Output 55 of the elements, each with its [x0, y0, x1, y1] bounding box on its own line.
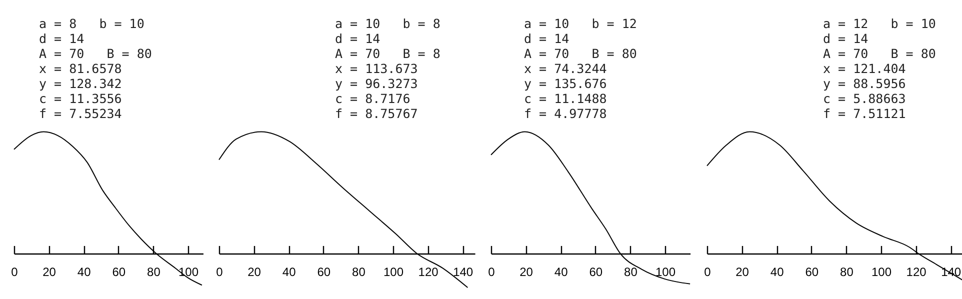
text: a = 8 b = 10 — [39, 16, 144, 31]
text: f = 8.75767 — [335, 106, 418, 121]
text: x = 121.404 — [823, 61, 906, 76]
x-tick-label: 80 — [352, 264, 366, 279]
x-tick-label: 120 — [906, 264, 927, 279]
text: c = 8.7176 — [335, 91, 410, 106]
x-tick-label: 140 — [453, 264, 474, 279]
text: A = 70 B = 8 — [335, 46, 440, 61]
text: x = 74.3244 — [524, 61, 607, 76]
text: A = 70 B = 80 — [39, 46, 152, 61]
x-tick-label: 0 — [216, 264, 224, 279]
x-tick-label: 100 — [178, 264, 199, 279]
text: A = 70 B = 80 — [524, 46, 637, 61]
text: d = 14 — [823, 31, 868, 46]
text: c = 5.88663 — [823, 91, 906, 106]
x-tick-label: 20 — [42, 264, 56, 279]
x-tick-label: 80 — [147, 264, 161, 279]
x-tick-label: 80 — [840, 264, 854, 279]
text: a = 10 b = 12 — [524, 16, 637, 31]
text: y = 96.3273 — [335, 76, 418, 91]
text: A = 70 B = 80 — [823, 46, 936, 61]
x-tick-label: 40 — [77, 264, 92, 279]
text: f = 4.97778 — [524, 106, 607, 121]
text: d = 14 — [39, 31, 84, 46]
text: d = 14 — [335, 31, 380, 46]
x-tick-label: 0 — [488, 264, 496, 279]
x-tick-label: 120 — [418, 264, 439, 279]
x-tick-label: 60 — [589, 264, 603, 279]
text: x = 113.673 — [335, 61, 418, 76]
x-tick-label: 20 — [248, 264, 262, 279]
text: f = 7.51121 — [823, 106, 906, 121]
text: y = 135.676 — [524, 76, 607, 91]
x-tick-label: 0 — [11, 264, 18, 279]
text: d = 14 — [524, 31, 570, 46]
x-tick-label: 60 — [805, 264, 819, 279]
x-tick-label: 100 — [383, 264, 404, 279]
x-tick-label: 60 — [317, 264, 331, 279]
x-tick-label: 80 — [624, 264, 638, 279]
x-tick-label: 40 — [554, 264, 568, 279]
text: y = 128.342 — [39, 76, 122, 91]
text: a = 12 b = 10 — [823, 16, 936, 31]
x-tick-label: 100 — [655, 264, 676, 279]
text: c = 11.1488 — [524, 91, 607, 106]
x-tick-label: 60 — [112, 264, 126, 279]
x-tick-label: 40 — [770, 264, 784, 279]
text: a = 10 b = 8 — [335, 16, 440, 31]
x-tick-label: 100 — [871, 264, 892, 279]
x-tick-label: 0 — [704, 264, 712, 279]
x-tick-label: 20 — [736, 264, 750, 279]
text: x = 81.6578 — [39, 61, 122, 76]
x-tick-label: 40 — [282, 264, 296, 279]
text: y = 88.5956 — [823, 76, 906, 91]
text: c = 11.3556 — [39, 91, 122, 106]
text: f = 7.55234 — [39, 106, 122, 121]
x-tick-label: 20 — [520, 264, 534, 279]
